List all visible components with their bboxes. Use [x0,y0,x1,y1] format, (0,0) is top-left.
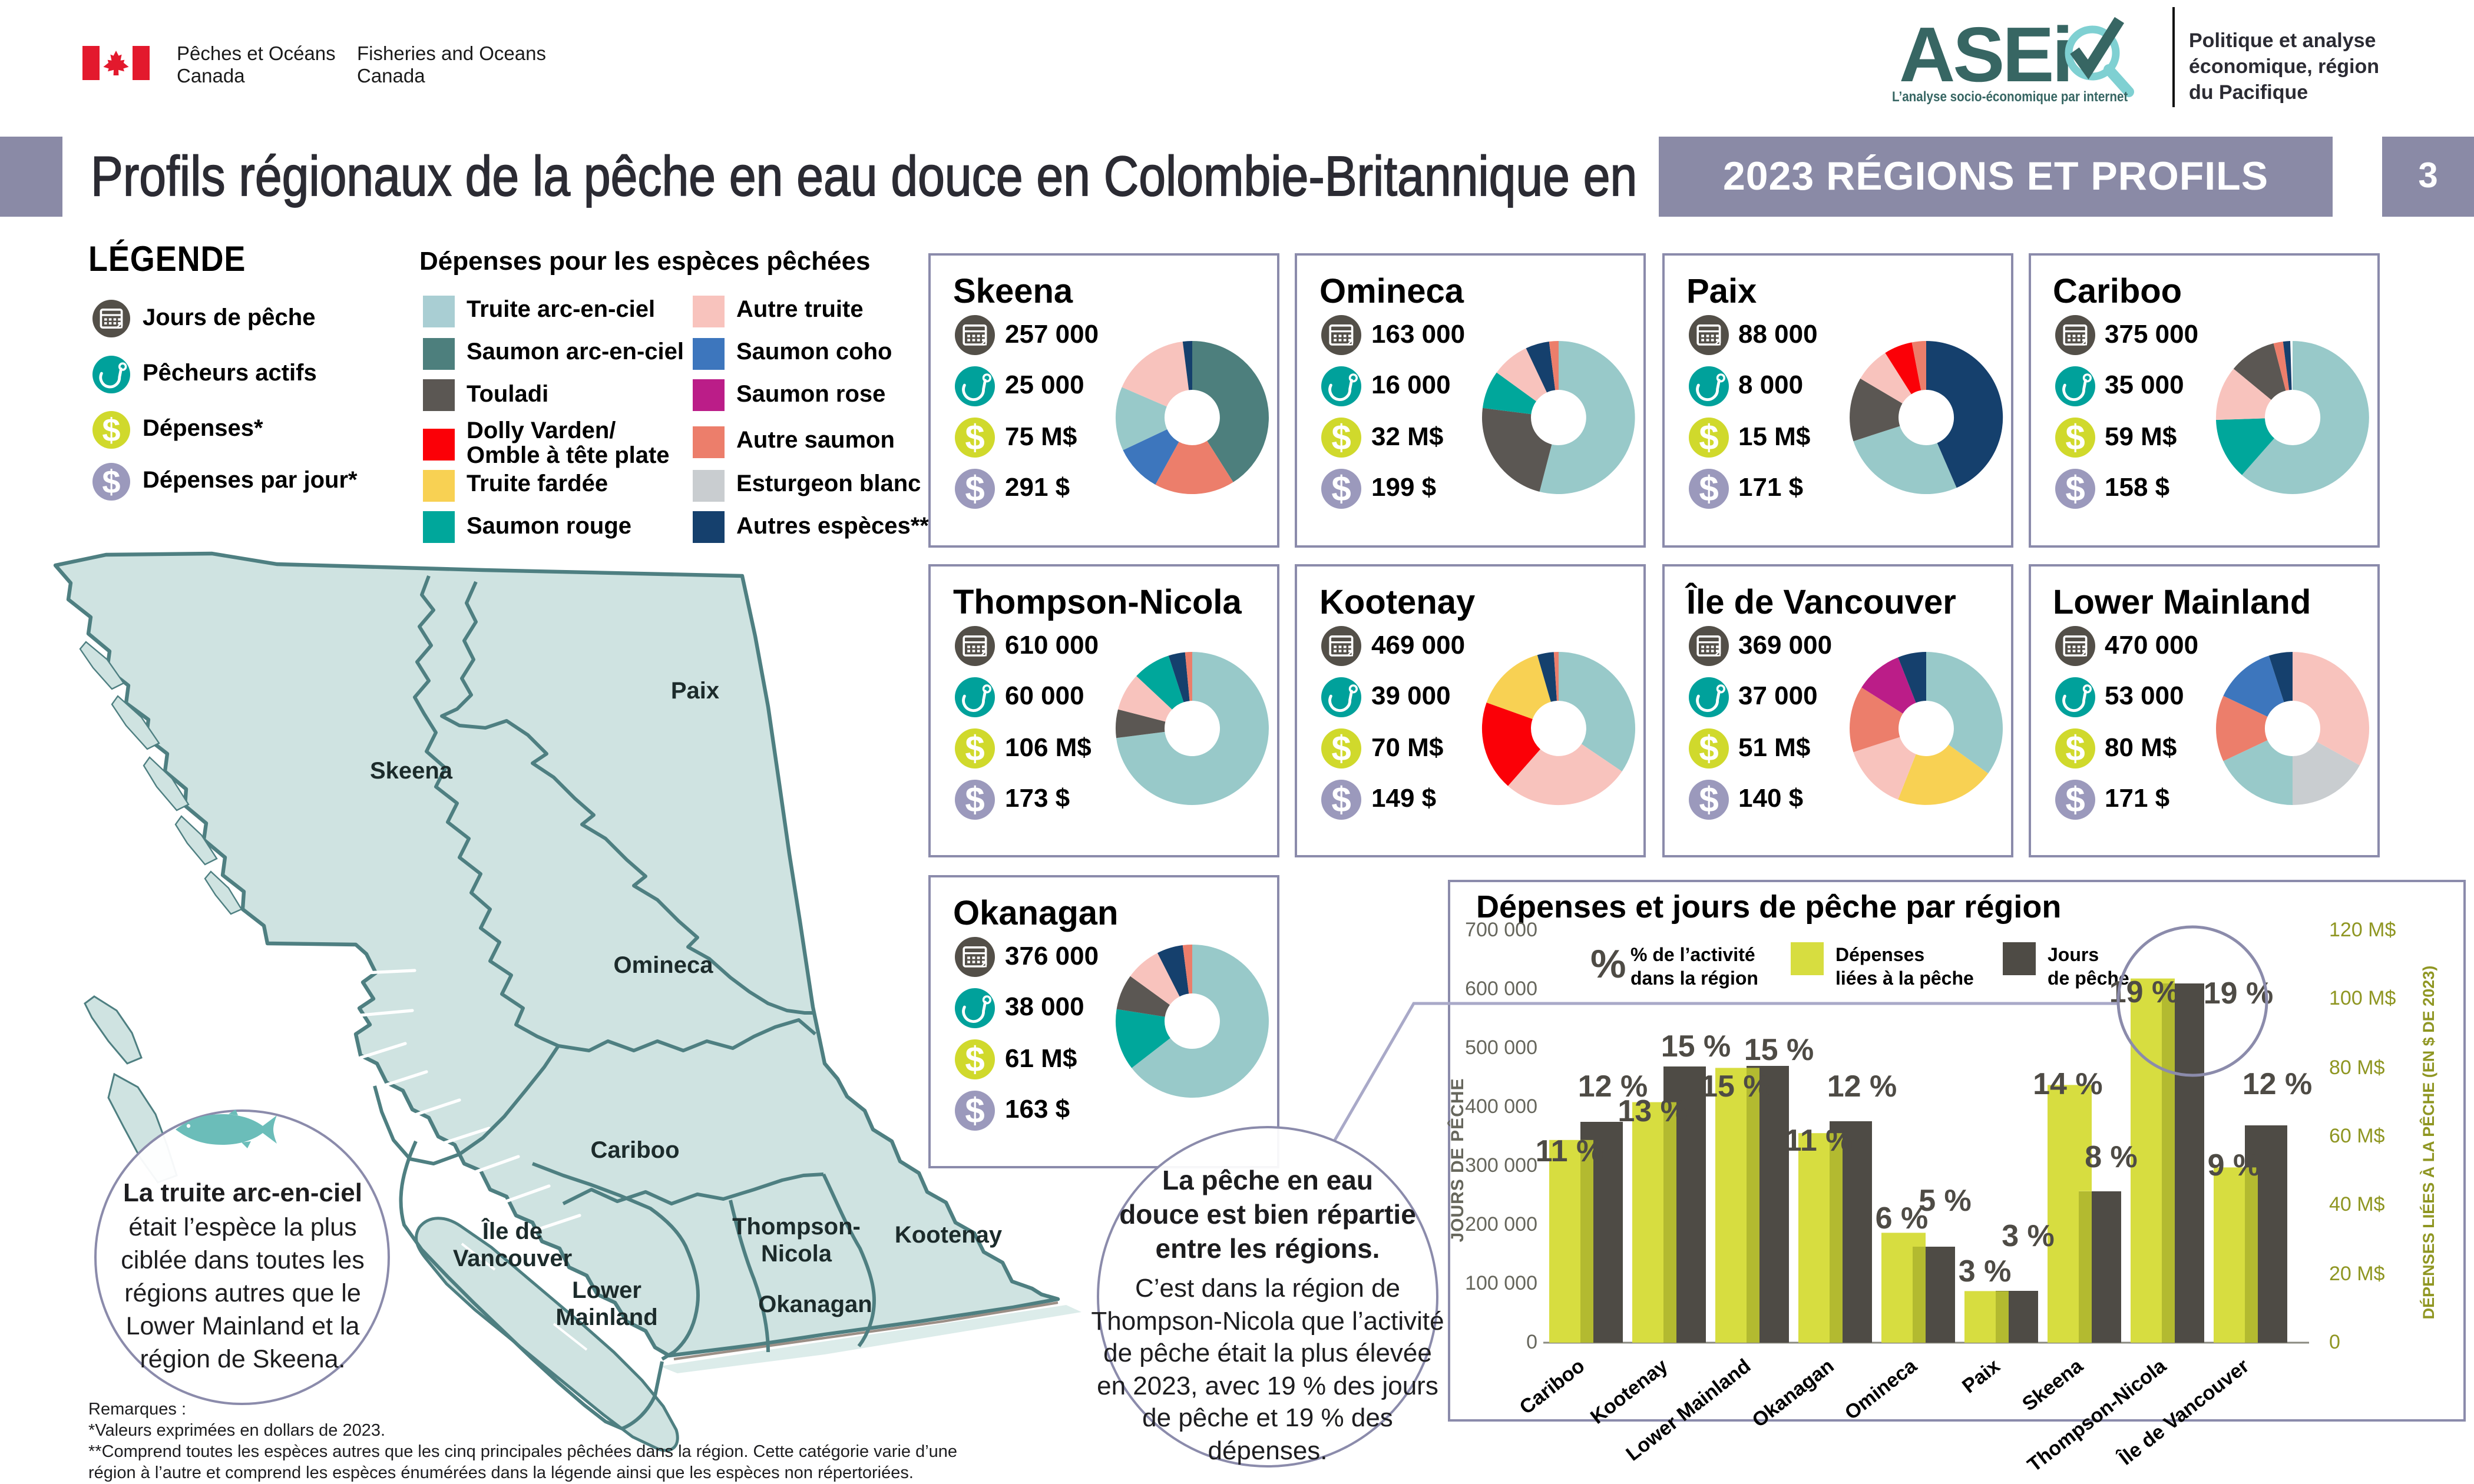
svg-text:13 %: 13 % [1618,1094,1688,1128]
svg-text:$: $ [102,412,120,449]
svg-text:Paix: Paix [671,678,719,704]
svg-text:Okanagan: Okanagan [758,1291,872,1317]
svg-text:19 %: 19 % [2204,976,2274,1011]
svg-text:600 000: 600 000 [1465,978,1537,1000]
svg-text:Île de: Île de [481,1217,543,1244]
svg-text:11 %: 11 % [1536,1134,1604,1168]
svg-text:Kootenay: Kootenay [895,1222,1003,1248]
svg-text:Thompson-: Thompson- [732,1214,861,1240]
svg-text:$: $ [965,729,984,768]
svg-text:700 000: 700 000 [1465,919,1537,941]
svg-text:DÉPENSES LIÉES À LA PÊCHE (EN: DÉPENSES LIÉES À LA PÊCHE (EN $ DE 2023) [2419,966,2437,1320]
svg-text:de pêche: de pêche [2048,968,2129,989]
svg-text:$: $ [1331,418,1351,458]
svg-text:100 000: 100 000 [1465,1272,1537,1294]
svg-text:$: $ [102,463,120,501]
svg-text:Dépenses et jours de pêche par: Dépenses et jours de pêche par région [1476,889,2061,925]
svg-text:$: $ [1331,729,1351,768]
svg-text:5 %: 5 % [1919,1184,1972,1218]
svg-text:Thompson-Nicola: Thompson-Nicola [2023,1354,2171,1476]
svg-text:12 %: 12 % [2243,1067,2313,1101]
svg-text:$: $ [965,780,984,820]
svg-text:Skeena: Skeena [370,758,453,784]
svg-text:Jours: Jours [2048,944,2099,965]
svg-text:400 000: 400 000 [1465,1095,1537,1118]
svg-text:$: $ [1698,418,1718,458]
svg-text:$: $ [965,469,984,509]
svg-text:0: 0 [2329,1331,2340,1353]
svg-text:$: $ [1331,780,1351,820]
svg-text:liées à la pêche: liées à la pêche [1835,968,1974,989]
svg-text:Nicola: Nicola [761,1241,832,1267]
svg-text:% de l’activité: % de l’activité [1630,944,1755,965]
svg-text:15 %: 15 % [1744,1033,1814,1067]
svg-text:500 000: 500 000 [1465,1036,1537,1059]
svg-text:12 %: 12 % [1827,1069,1897,1104]
svg-text:Okanagan: Okanagan [1748,1354,1838,1432]
svg-text:$: $ [2065,469,2084,509]
svg-text:$: $ [965,418,984,458]
svg-text:$: $ [965,1091,984,1131]
svg-text:Cariboo: Cariboo [590,1137,679,1163]
svg-text:Cariboo: Cariboo [1516,1354,1589,1419]
svg-text:100 M$: 100 M$ [2329,987,2396,1009]
svg-text:$: $ [1698,469,1718,509]
svg-text:$: $ [2065,729,2084,768]
svg-text:$: $ [1331,469,1351,509]
svg-text:120 M$: 120 M$ [2329,919,2396,941]
svg-text:8 %: 8 % [2085,1140,2138,1174]
svg-text:Dépenses: Dépenses [1835,944,1924,965]
svg-text:40 M$: 40 M$ [2329,1193,2385,1215]
svg-text:3 %: 3 % [2002,1219,2055,1253]
svg-text:15 %: 15 % [1701,1069,1771,1104]
svg-text:JOURS DE PÊCHE: JOURS DE PÊCHE [1447,1078,1467,1242]
svg-text:Paix: Paix [1958,1354,2005,1397]
svg-text:$: $ [1698,780,1718,820]
svg-text:Kootenay: Kootenay [1586,1354,1672,1428]
svg-text:Omineca: Omineca [1841,1354,1921,1425]
svg-text:200 000: 200 000 [1465,1213,1537,1235]
svg-text:Vancouver: Vancouver [453,1246,572,1271]
svg-text:$: $ [2065,780,2084,820]
svg-text:0: 0 [1526,1331,1537,1353]
svg-text:300 000: 300 000 [1465,1154,1537,1177]
svg-text:14 %: 14 % [2033,1067,2103,1101]
svg-text:$: $ [1698,729,1718,768]
svg-text:Skeena: Skeena [2018,1354,2088,1416]
svg-text:Mainland: Mainland [555,1304,657,1330]
svg-text:9 %: 9 % [2208,1148,2261,1182]
svg-text:11 %: 11 % [1785,1124,1853,1158]
svg-text:$: $ [965,1040,984,1079]
svg-text:15 %: 15 % [1661,1029,1731,1064]
svg-text:20 M$: 20 M$ [2329,1263,2385,1285]
svg-text:Lower: Lower [572,1277,641,1303]
svg-text:Omineca: Omineca [614,952,714,978]
svg-text:80 M$: 80 M$ [2329,1056,2385,1079]
svg-text:12 %: 12 % [1578,1069,1648,1104]
svg-text:3 %: 3 % [1959,1254,2012,1288]
svg-text:60 M$: 60 M$ [2329,1125,2385,1147]
svg-text:6 %: 6 % [1876,1201,1929,1235]
svg-text:dans la région: dans la région [1630,968,1758,989]
svg-text:$: $ [2065,418,2084,458]
svg-text:%: % [1590,942,1626,986]
